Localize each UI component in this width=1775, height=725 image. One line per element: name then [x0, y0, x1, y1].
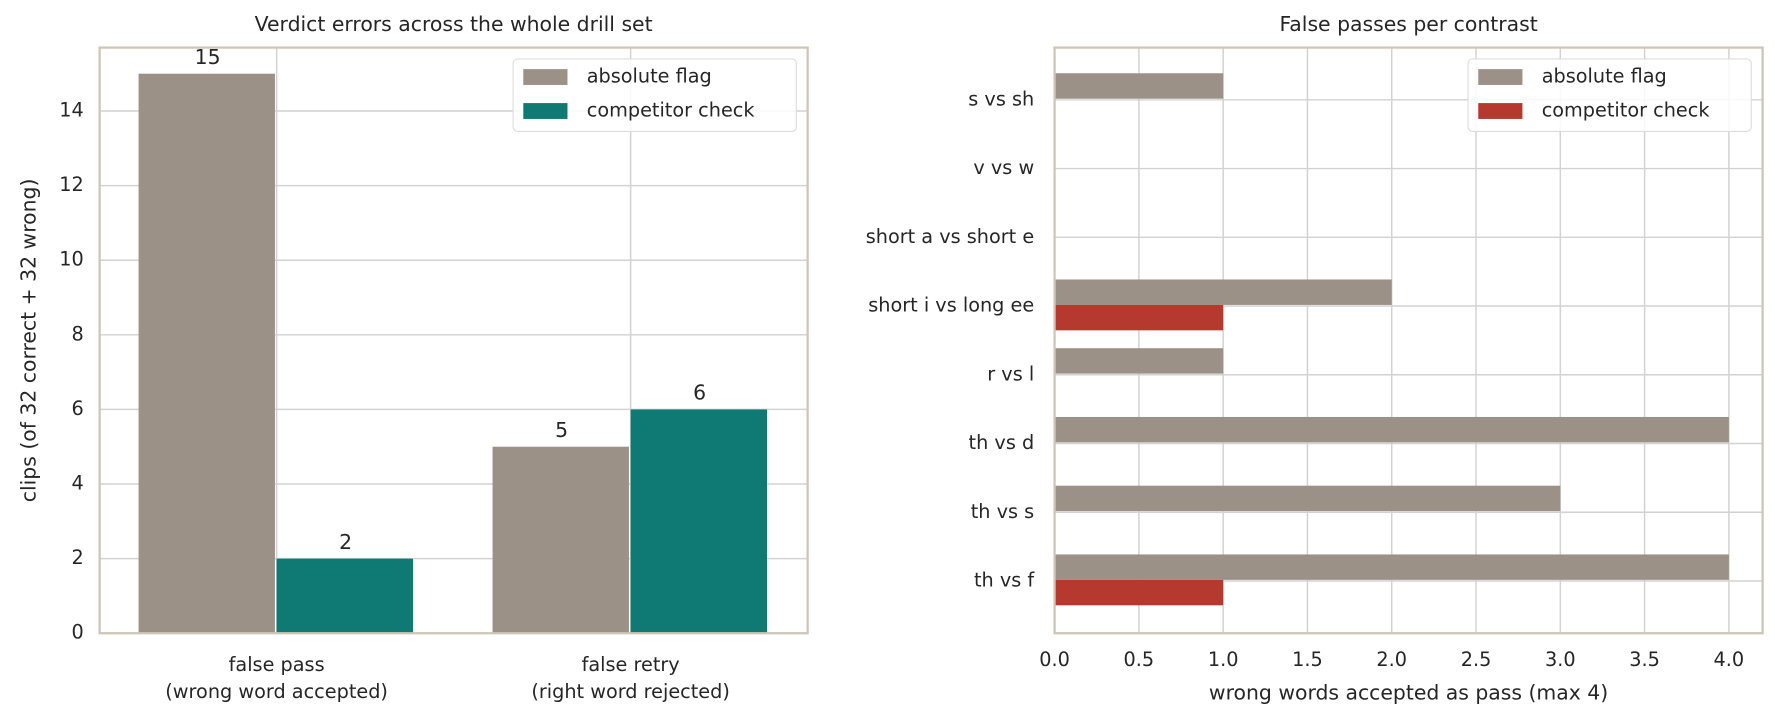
y-tick-label: th vs f [974, 568, 1035, 591]
plot-frame [1053, 46, 1764, 635]
y-tick-label: 2 [72, 546, 84, 569]
y-tick-label: v vs w [973, 156, 1034, 179]
bar [1054, 416, 1729, 443]
x-tick-label: 2.0 [1376, 648, 1407, 671]
bar [1054, 485, 1561, 512]
x-tick-label: 2.5 [1461, 648, 1492, 671]
data-label: 15 [195, 45, 221, 69]
legend-label: absolute flag [1542, 65, 1667, 88]
y-axis-label: clips (of 32 correct + 32 wrong) [16, 179, 40, 503]
legend-swatch [523, 69, 568, 85]
chart-title: Verdict errors across the whole drill se… [255, 12, 653, 36]
legend-swatch [523, 103, 568, 119]
bar [630, 409, 767, 634]
y-tick-label: 12 [59, 173, 84, 196]
y-tick-label: 4 [72, 472, 84, 495]
y-tick-label: 6 [72, 397, 84, 420]
y-tick-label: th vs s [971, 500, 1034, 523]
y-tick-label: 14 [59, 98, 84, 121]
legend-label: competitor check [587, 99, 756, 122]
y-tick-label: s vs sh [968, 87, 1034, 110]
chart-title: False passes per contrast [1279, 12, 1537, 36]
legend-box [1467, 58, 1752, 132]
bar [1054, 348, 1224, 374]
x-tick-label: 0.5 [1124, 648, 1155, 671]
y-tick-label: 8 [72, 322, 84, 345]
legend-swatch [1478, 103, 1523, 119]
bar [1054, 73, 1224, 99]
x-tick-label: 4.0 [1714, 648, 1745, 671]
data-label: 2 [339, 530, 352, 554]
y-tick-label: r vs l [987, 362, 1034, 385]
x-tick-label: 0.0 [1039, 648, 1070, 671]
x-tick-label: 3.5 [1629, 648, 1660, 671]
x-tick-label: 1.0 [1208, 648, 1239, 671]
x-tick-label: 1.5 [1292, 648, 1323, 671]
x-tick-label: false retry (right word rejected) [531, 652, 730, 702]
bar [138, 73, 275, 634]
y-tick-label: short a vs short e [866, 225, 1034, 248]
bar [1054, 554, 1729, 580]
bar [1054, 579, 1224, 606]
x-tick-label: false pass (wrong word accepted) [165, 652, 388, 702]
y-tick-label: th vs d [969, 431, 1035, 454]
legend-swatch [1478, 69, 1523, 85]
x-tick-label: 3.0 [1545, 648, 1576, 671]
y-tick-label: 10 [59, 248, 84, 271]
x-axis-label: wrong words accepted as pass (max 4) [1209, 680, 1608, 704]
legend-label: absolute flag [587, 65, 712, 88]
bar [1054, 304, 1224, 331]
bar [1054, 279, 1392, 305]
legend-label: competitor check [1542, 99, 1711, 122]
y-tick-label: 0 [72, 621, 84, 644]
bar [492, 446, 629, 634]
plot-frame [98, 46, 809, 635]
data-label: 6 [693, 381, 706, 405]
data-label: 5 [555, 418, 568, 442]
legend-box [512, 58, 797, 132]
y-tick-label: short i vs long ee [868, 294, 1034, 317]
bar [276, 558, 413, 634]
